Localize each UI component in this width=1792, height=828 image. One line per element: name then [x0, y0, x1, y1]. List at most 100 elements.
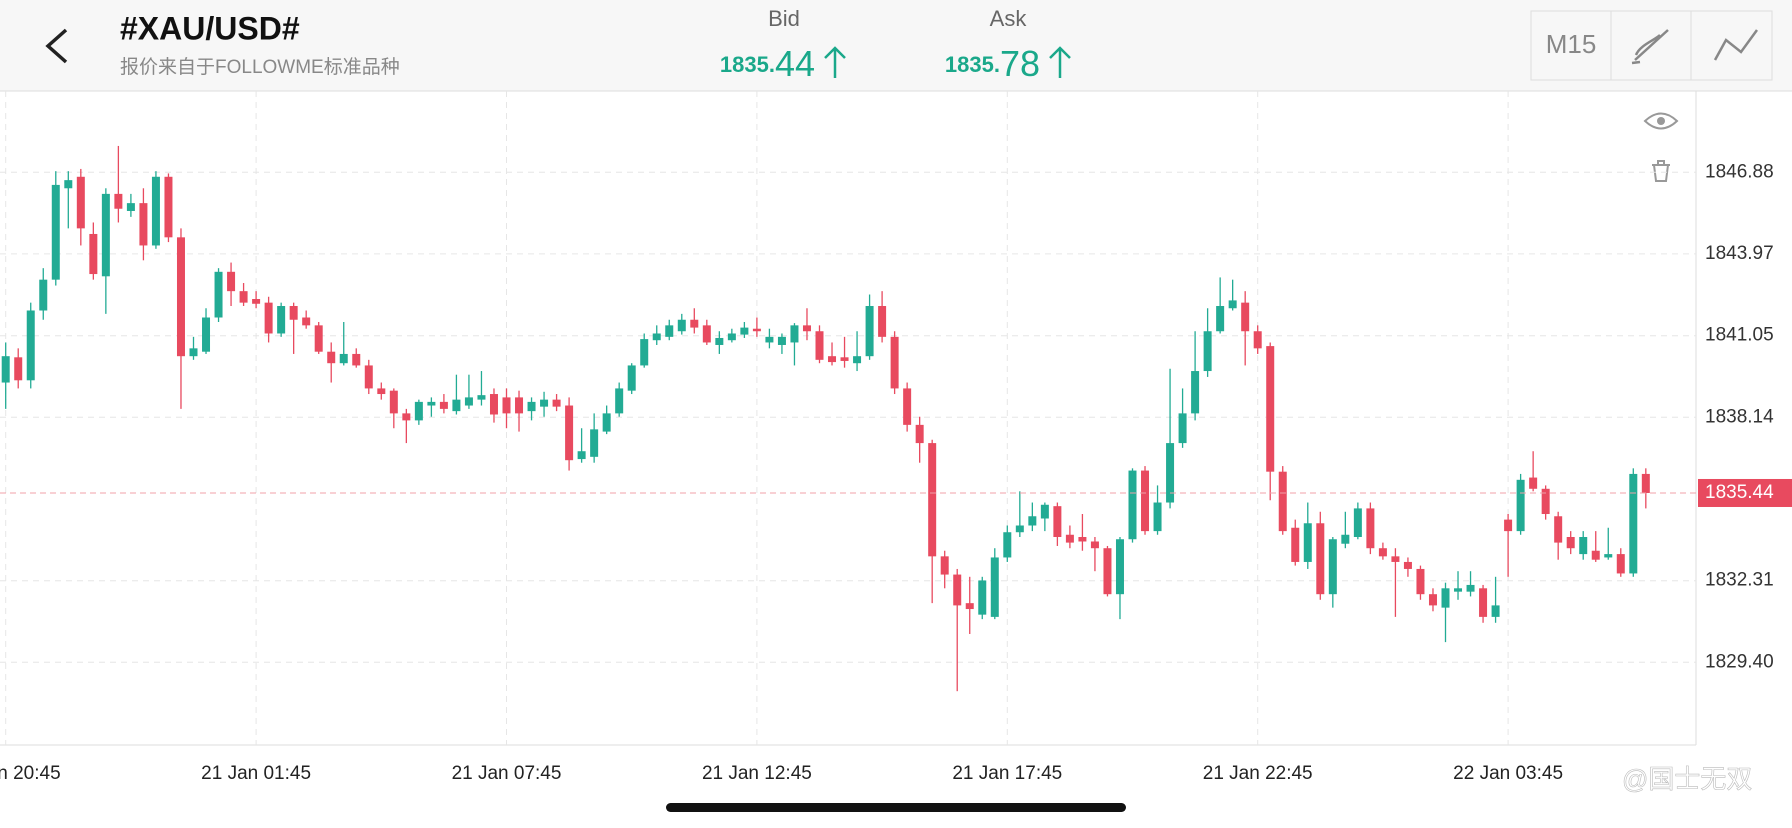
candle-body — [802, 325, 811, 332]
candle-body — [828, 356, 837, 363]
candle-body — [1604, 554, 1613, 558]
x-tick-label: 21 Jan 22:45 — [1203, 763, 1313, 784]
candle-body — [1428, 594, 1437, 606]
candle-body — [1203, 331, 1212, 372]
candle-body — [1241, 302, 1250, 332]
header-bg — [0, 0, 1792, 91]
candle-body — [1166, 443, 1175, 503]
candle-body — [702, 325, 711, 343]
candle-body — [439, 401, 448, 409]
candle-body — [1491, 605, 1500, 617]
candle-body — [176, 237, 185, 357]
candle-body — [89, 233, 98, 275]
current-price-tag — [1698, 478, 1792, 507]
toolbar: M15 — [1530, 10, 1773, 81]
candle-body — [314, 325, 323, 352]
candle-body — [715, 337, 724, 345]
candle-body — [1015, 525, 1024, 533]
y-tick-label: 1832.31 — [1705, 570, 1774, 591]
candle-body — [1128, 470, 1137, 540]
candle-body — [1103, 548, 1112, 595]
candle-body — [289, 306, 298, 320]
candle-body — [101, 193, 110, 277]
plot: 1846.88 1843.97 1841.05 1838.14 1832.31 1829.… — [0, 91, 1792, 784]
candle-body — [865, 306, 874, 357]
title: #XAU/USD# — [120, 10, 300, 46]
candle-body — [189, 348, 198, 357]
timeframe-button[interactable]: M15 — [1546, 29, 1597, 59]
candle-body — [1366, 508, 1375, 549]
back-button[interactable] — [45, 28, 68, 64]
candle-body — [677, 319, 686, 332]
candle-body — [252, 299, 261, 304]
candle-body — [477, 395, 486, 400]
candle-body — [1278, 471, 1287, 532]
ask-label: Ask — [990, 6, 1028, 31]
candle-body — [552, 399, 561, 407]
subtitle: 报价来自于FOLLOWME标准品种 — [120, 56, 400, 78]
candle-body — [853, 356, 862, 364]
ask-arrow — [1049, 46, 1071, 78]
candle-body — [965, 603, 974, 610]
candle-body — [264, 302, 273, 334]
draw-button[interactable] — [1631, 29, 1669, 65]
current-price-label: 1835.44 — [1705, 482, 1774, 503]
candle-body — [890, 336, 899, 389]
eye-icon[interactable] — [1643, 112, 1679, 130]
candle-body — [627, 365, 636, 391]
candle-body — [878, 306, 887, 337]
candle-body — [327, 351, 336, 364]
candle-body — [39, 279, 48, 311]
candle-body — [1078, 536, 1087, 542]
x-tick-label: 22 Jan 03:45 — [1453, 763, 1563, 784]
candle-body — [114, 193, 123, 209]
candle-body — [527, 401, 536, 412]
candle-body — [26, 310, 35, 381]
candle-body — [126, 203, 135, 211]
candle-body — [1040, 504, 1049, 519]
home-indicator — [666, 803, 1126, 812]
candle-body — [164, 176, 173, 238]
candle-body — [151, 176, 160, 246]
y-tick-label: 1829.40 — [1705, 651, 1774, 672]
candle-body — [1391, 556, 1400, 562]
candle-body — [915, 424, 924, 444]
candle-body — [1141, 470, 1150, 532]
y-tick-label: 1841.05 — [1705, 325, 1774, 346]
trash-icon[interactable] — [1652, 160, 1670, 182]
candle-body — [139, 203, 148, 246]
candle-body — [665, 325, 674, 337]
candle-body — [1153, 502, 1162, 532]
candle-body — [1228, 300, 1237, 309]
candle-body — [953, 574, 962, 606]
candle-body — [690, 319, 699, 328]
candle-body — [615, 388, 624, 414]
candle-body — [1566, 536, 1575, 549]
candle-body — [1454, 588, 1463, 592]
candle-body — [1316, 523, 1325, 595]
candle-body — [1253, 331, 1262, 349]
candle-body — [1353, 508, 1362, 537]
candle-body — [1328, 539, 1337, 595]
candle-body — [1303, 523, 1312, 562]
candle-body — [1466, 584, 1475, 592]
candle-body — [1291, 527, 1300, 562]
candle-body — [1191, 371, 1200, 414]
candle-body — [389, 390, 398, 414]
indicator-button[interactable] — [1713, 29, 1759, 61]
candle-body — [239, 291, 248, 303]
candle-body — [339, 353, 348, 364]
candle-body — [727, 333, 736, 341]
watermark: @国士无双 — [1589, 764, 1753, 795]
candle-body — [1403, 561, 1412, 569]
candle-body — [815, 331, 824, 360]
y-tick-label: 1846.88 — [1705, 161, 1774, 182]
candle-body — [1053, 506, 1062, 537]
ask-value: 1835.78 — [945, 43, 1040, 84]
candle-body — [1216, 306, 1225, 332]
candle-body — [214, 271, 223, 318]
candle-body — [1541, 488, 1550, 515]
candle-body — [1554, 516, 1563, 543]
candle-body — [515, 397, 524, 414]
candle-body — [1516, 479, 1525, 532]
